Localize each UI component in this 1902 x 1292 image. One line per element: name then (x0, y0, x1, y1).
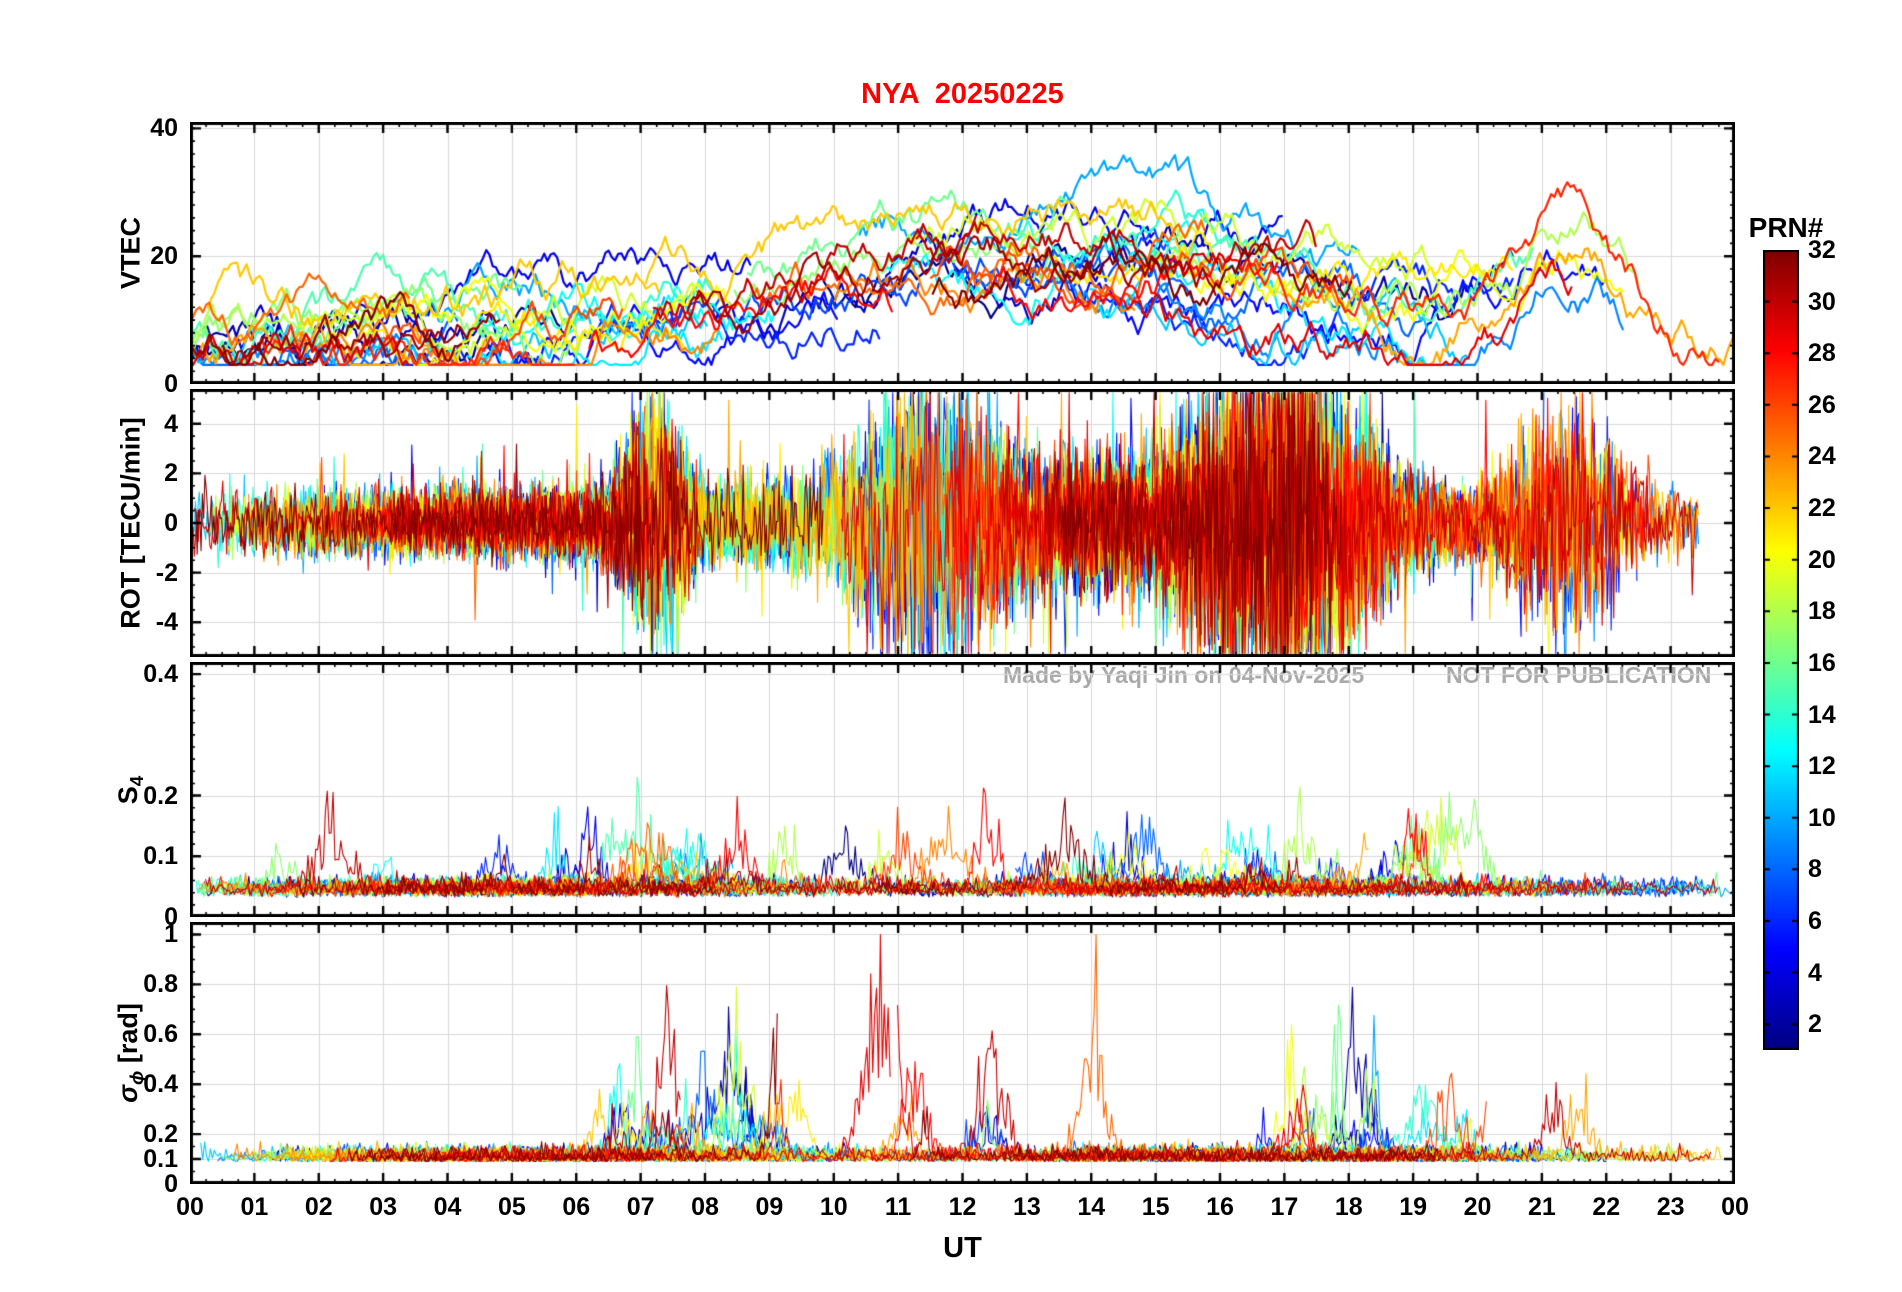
x-tick-6-06: 06 (562, 1193, 591, 1221)
x-tick-8-08: 08 (691, 1193, 719, 1221)
x-tick-5-05: 05 (497, 1193, 526, 1221)
x-tick-18-18: 18 (1334, 1193, 1363, 1221)
x-tick-19-19: 19 (1399, 1193, 1428, 1221)
x-tick-21-21: 21 (1527, 1193, 1556, 1221)
colorbar-tick-18: 18 (1808, 597, 1836, 626)
chart-title: NYA 20250225 (861, 78, 1064, 110)
vtec-y-tick-20: 20 (150, 242, 178, 271)
s4-y-tick-0.1: 0.1 (143, 842, 178, 871)
rot-y-tick-2: 2 (164, 459, 178, 488)
x-tick-16-16: 16 (1206, 1193, 1234, 1221)
s4-y-tick-0: 0 (164, 903, 178, 931)
x-tick-22-22: 22 (1592, 1193, 1621, 1221)
x-tick-10-10: 10 (819, 1193, 848, 1221)
x-tick-1-01: 01 (240, 1193, 269, 1221)
x-tick-9-09: 09 (755, 1193, 784, 1221)
rot-y-tick-4: 4 (164, 409, 178, 438)
rot-y-tick--4: -4 (155, 608, 178, 637)
colorbar-tick-6: 6 (1808, 906, 1822, 935)
x-tick-7-07: 07 (626, 1193, 655, 1221)
x-tick-2-02: 02 (304, 1193, 333, 1221)
sigma-phi-y-tick-0: 0 (164, 1170, 178, 1198)
colorbar-tick-20: 20 (1808, 545, 1836, 574)
colorbar-tick-8: 8 (1808, 855, 1822, 884)
colorbar-tick-32: 32 (1808, 236, 1836, 264)
x-tick-24-00: 00 (1721, 1193, 1749, 1221)
colorbar-tick-16: 16 (1808, 648, 1836, 677)
sigma-phi-y-tick-0.2: 0.2 (143, 1120, 178, 1149)
x-tick-20-20: 20 (1463, 1193, 1492, 1221)
colorbar-label: PRN# (1748, 212, 1824, 243)
colorbar-tick-10: 10 (1808, 803, 1836, 832)
x-axis-label: UT (943, 1232, 982, 1264)
rot-y-tick--2: -2 (155, 558, 178, 587)
colorbar-tick-2: 2 (1808, 1010, 1822, 1039)
colorbar-tick-24: 24 (1808, 442, 1836, 471)
rot-y-tick-0: 0 (164, 509, 178, 537)
vtec-y-tick-40: 40 (150, 114, 178, 143)
colorbar (1763, 250, 1799, 1050)
x-tick-3-03: 03 (369, 1193, 398, 1221)
vtec-y-tick-0: 0 (164, 370, 178, 398)
x-tick-0-00: 00 (176, 1193, 204, 1221)
s4-y-tick-0.2: 0.2 (143, 781, 178, 810)
sigma-phi-y-tick-0.8: 0.8 (143, 970, 178, 999)
colorbar-tick-26: 26 (1808, 390, 1836, 419)
x-tick-23-23: 23 (1656, 1193, 1685, 1221)
x-tick-12-12: 12 (948, 1193, 977, 1221)
s4-y-tick-0.4: 0.4 (143, 660, 178, 689)
sigma-phi-y-tick-0.6: 0.6 (143, 1020, 178, 1049)
panel-vtec (190, 122, 1735, 384)
sigma-phi-y-tick-1: 1 (164, 920, 178, 949)
x-tick-13-13: 13 (1012, 1193, 1041, 1221)
sigma-phi-y-tick-0.1: 0.1 (143, 1145, 178, 1174)
sigma-phi-y-tick-0.4: 0.4 (143, 1070, 178, 1099)
colorbar-tick-4: 4 (1808, 958, 1822, 987)
x-tick-15-15: 15 (1141, 1193, 1170, 1221)
colorbar-tick-22: 22 (1808, 494, 1836, 523)
x-tick-17-17: 17 (1270, 1193, 1299, 1221)
panel-sigma-phi (190, 922, 1735, 1184)
x-tick-11-11: 11 (884, 1193, 912, 1221)
colorbar-tick-12: 12 (1808, 752, 1836, 781)
panel-rot (190, 389, 1735, 657)
colorbar-tick-30: 30 (1808, 287, 1836, 316)
x-tick-14-14: 14 (1077, 1193, 1106, 1221)
colorbar-tick-14: 14 (1808, 700, 1836, 729)
x-tick-4-04: 04 (433, 1193, 462, 1221)
panel-s4 (190, 662, 1735, 917)
colorbar-tick-28: 28 (1808, 339, 1836, 368)
